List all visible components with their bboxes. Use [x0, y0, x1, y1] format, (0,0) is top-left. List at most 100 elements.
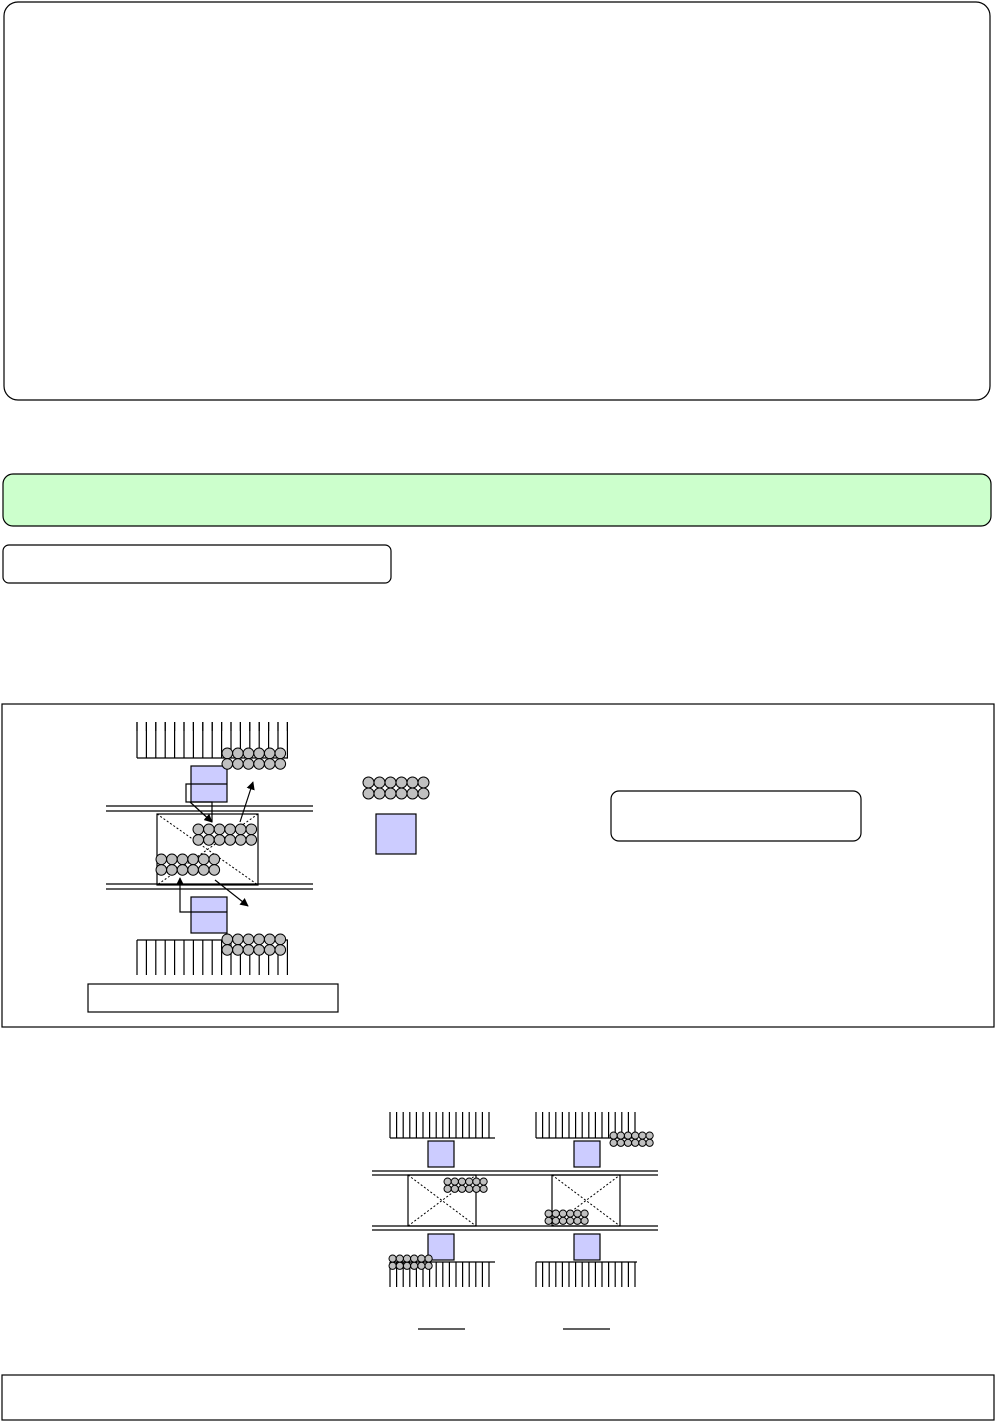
particle	[616, 1138, 625, 1147]
particle	[274, 933, 287, 946]
particle	[232, 933, 244, 946]
particle	[472, 1177, 481, 1186]
figure-frame	[1, 703, 995, 1028]
particle	[580, 1216, 589, 1225]
particle	[176, 853, 189, 866]
particle	[544, 1209, 553, 1218]
particle	[263, 747, 276, 760]
particle	[263, 933, 276, 946]
caption-box	[87, 983, 339, 1013]
section-banner	[2, 473, 992, 527]
top-panel	[3, 1, 991, 401]
block	[573, 1233, 601, 1261]
particle	[155, 864, 168, 876]
particle	[242, 747, 255, 760]
particle	[234, 823, 247, 836]
particle	[384, 787, 397, 800]
particle	[232, 747, 244, 760]
particle	[384, 776, 397, 789]
particle	[253, 758, 265, 770]
particle	[580, 1209, 589, 1218]
particle	[224, 834, 236, 846]
connector	[185, 783, 227, 822]
particle	[263, 758, 276, 770]
particle	[395, 787, 408, 800]
particle	[373, 776, 386, 789]
particle	[197, 864, 210, 876]
particle	[472, 1184, 481, 1193]
particle	[221, 758, 234, 770]
particle	[573, 1216, 582, 1225]
particle	[551, 1216, 560, 1225]
particle	[638, 1138, 647, 1147]
particle	[566, 1209, 575, 1218]
particle	[362, 776, 375, 789]
particle	[388, 1254, 397, 1263]
particle	[443, 1184, 452, 1193]
particle	[406, 787, 419, 800]
particle	[410, 1261, 419, 1270]
legend-block	[375, 813, 417, 855]
particle	[395, 776, 408, 789]
particle	[450, 1184, 459, 1193]
particle	[645, 1138, 654, 1147]
particle	[551, 1209, 560, 1218]
particle	[253, 944, 265, 956]
particle	[213, 834, 226, 846]
block	[427, 1140, 455, 1168]
particle	[232, 944, 244, 956]
particle	[176, 864, 189, 876]
particle	[424, 1261, 433, 1270]
particle	[417, 1261, 426, 1270]
particle	[406, 776, 419, 789]
arrow	[239, 781, 255, 823]
particle	[609, 1131, 618, 1140]
particle	[443, 1177, 452, 1186]
particle	[192, 834, 205, 846]
particle	[166, 853, 178, 866]
particle	[155, 853, 168, 866]
particle	[221, 944, 234, 956]
particle	[253, 747, 265, 760]
particle	[373, 787, 386, 800]
particle	[558, 1216, 568, 1225]
particle	[465, 1177, 474, 1186]
particle	[623, 1131, 633, 1140]
particle	[263, 944, 276, 956]
particle	[208, 864, 221, 876]
particle	[234, 834, 247, 846]
particle	[187, 864, 199, 876]
particle	[221, 747, 234, 760]
block	[573, 1140, 601, 1168]
particle	[465, 1184, 474, 1193]
particle	[616, 1131, 625, 1140]
particle	[208, 853, 221, 866]
particle	[479, 1184, 488, 1193]
particle	[242, 758, 255, 770]
particle	[274, 758, 287, 770]
particle	[402, 1254, 412, 1263]
particle	[213, 823, 226, 836]
particle	[424, 1254, 433, 1263]
particle	[566, 1216, 575, 1225]
particle	[609, 1138, 618, 1147]
particle	[457, 1184, 467, 1193]
particle	[558, 1209, 568, 1218]
particle	[450, 1177, 459, 1186]
particle	[245, 834, 258, 846]
particle	[274, 944, 287, 956]
particle	[245, 823, 258, 836]
particle	[362, 787, 375, 800]
particle	[166, 864, 178, 876]
particle	[457, 1177, 467, 1186]
particle	[395, 1254, 404, 1263]
particle	[224, 823, 236, 836]
particle	[221, 933, 234, 946]
particle	[417, 776, 430, 789]
particle	[395, 1261, 404, 1270]
footer-box	[1, 1374, 995, 1421]
particle	[410, 1254, 419, 1263]
particle	[197, 853, 210, 866]
arrow	[189, 801, 213, 823]
